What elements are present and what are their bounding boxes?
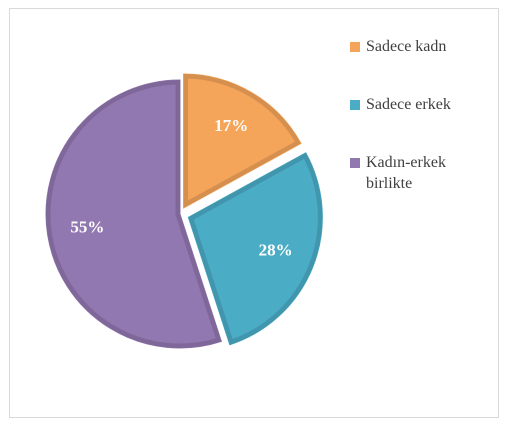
slice-border <box>45 80 222 348</box>
legend-item: Sadece kadn <box>350 36 476 57</box>
pie-slice <box>187 152 323 346</box>
legend-item: Kadın-erkek birlikte <box>350 152 476 194</box>
pie-slice <box>183 73 302 209</box>
legend-label: Kadın-erkek birlikte <box>366 154 446 192</box>
legend-item: Sadece erkek <box>350 94 476 115</box>
legend-swatch <box>350 100 360 110</box>
legend-swatch <box>350 158 360 168</box>
legend-label: Sadece erkek <box>366 96 451 113</box>
legend-label: Sadece kadn <box>366 38 447 55</box>
legend-swatch <box>350 42 360 52</box>
data-label: 17% <box>214 116 248 135</box>
data-label: 28% <box>259 241 293 260</box>
slice-border <box>188 152 323 345</box>
legend: Sadece kadn Sadece erkek Kadın-erkek birli… <box>350 36 490 231</box>
data-label: 55% <box>70 218 104 237</box>
pie-slice <box>45 79 223 349</box>
chart-frame <box>9 8 499 418</box>
slice-border <box>183 73 301 208</box>
